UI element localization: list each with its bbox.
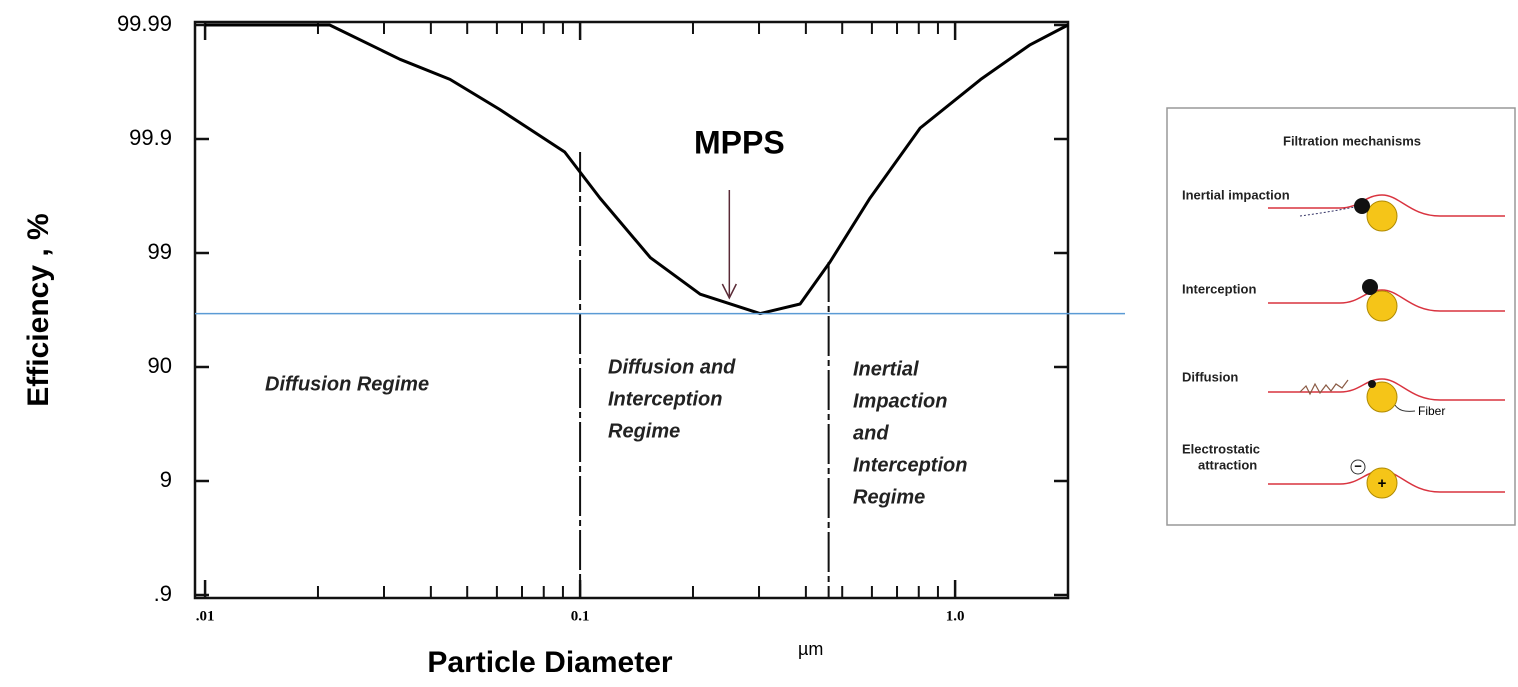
particle — [1350, 459, 1366, 475]
fiber-pointer — [1394, 404, 1416, 412]
y-tick-label: 99.99 — [117, 11, 172, 36]
regime-label: Regime — [853, 486, 925, 508]
regime-label: Inertial — [853, 358, 919, 380]
x-axis-label: Particle Diameter — [427, 646, 672, 679]
x-tick-label: 1.0 — [946, 608, 965, 624]
particle-path — [1299, 379, 1349, 396]
regime-label: Diffusion and — [608, 356, 736, 378]
fiber-label: Fiber — [1418, 404, 1445, 418]
mechanism-label: attraction — [1198, 457, 1257, 472]
mechanism-label: Electrostatic — [1182, 441, 1260, 456]
efficiency-curve — [205, 23, 1069, 316]
particles — [1354, 198, 1378, 388]
y-tick-label: .9 — [154, 581, 172, 606]
x-axis-unit: µm — [798, 639, 823, 659]
mechanism-label: Inertial impaction — [1182, 187, 1290, 202]
regime-label: Interception — [608, 388, 722, 410]
mpps-arrowhead — [721, 283, 737, 300]
y-tick-label: 9 — [160, 467, 172, 492]
x-tick-label: 0.1 — [571, 608, 590, 624]
y-axis-label: Efficiency , % — [22, 213, 55, 406]
regime-label: Diffusion Regime — [265, 373, 429, 395]
regime-label: and — [853, 422, 889, 444]
charge-label: + — [1378, 475, 1387, 492]
inset-frame — [1166, 107, 1516, 526]
regime-label: Impaction — [853, 390, 947, 412]
mechanism-label: Diffusion — [1182, 369, 1238, 384]
regime-label: Interception — [853, 454, 967, 476]
inset-title: Filtration mechanisms — [1283, 133, 1421, 148]
y-tick-label: 99.9 — [129, 125, 172, 150]
mechanism-label: Interception — [1182, 281, 1256, 296]
regime-label: Regime — [608, 420, 680, 442]
y-tick-label: 99 — [148, 239, 172, 264]
charge-label: − — [1354, 458, 1362, 473]
y-tick-label: 90 — [148, 353, 172, 378]
inset: Filtration mechanisms Inertial impaction… — [1166, 107, 1516, 526]
particle-path — [1299, 205, 1361, 217]
plot-frame — [193, 20, 1070, 600]
fibers — [1366, 200, 1398, 499]
x-tick-label: .01 — [196, 608, 215, 624]
mpps-label: MPPS — [694, 124, 785, 160]
